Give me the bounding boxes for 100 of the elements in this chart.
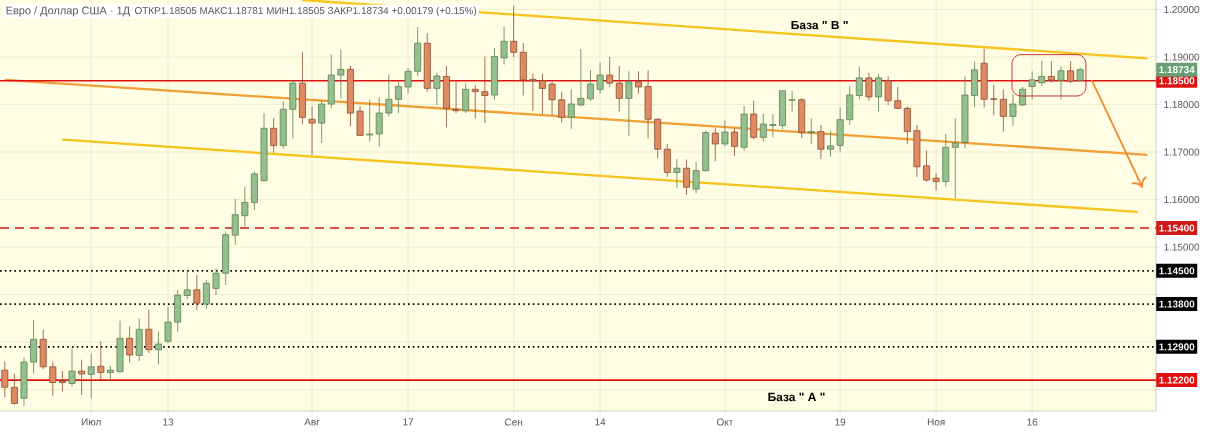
x-tick-label: 16 bbox=[1027, 418, 1038, 426]
ref-line-label: 1.12900 bbox=[1159, 343, 1195, 351]
ref-line-label: 1.14500 bbox=[1159, 267, 1195, 275]
candlestick bbox=[126, 326, 134, 363]
y-tick-label: 1.19000 bbox=[1164, 53, 1200, 61]
candlestick bbox=[625, 70, 633, 137]
candlestick bbox=[788, 90, 796, 113]
candlestick bbox=[106, 365, 114, 381]
x-tick-label: Июл bbox=[81, 418, 101, 426]
candlestick bbox=[1028, 70, 1036, 100]
candlestick bbox=[865, 72, 873, 102]
candlestick bbox=[202, 279, 210, 309]
candlestick bbox=[577, 48, 585, 107]
annotation: 1.18734 bbox=[1159, 66, 1195, 74]
candlestick bbox=[145, 309, 153, 354]
candlestick bbox=[875, 73, 882, 113]
candlestick bbox=[721, 120, 729, 147]
candlestick bbox=[529, 73, 537, 112]
candlestick bbox=[241, 186, 249, 228]
candlestick bbox=[30, 319, 38, 374]
ref-line-label: 1.12200 bbox=[1159, 376, 1195, 384]
candlestick bbox=[731, 127, 738, 157]
candlestick bbox=[462, 82, 470, 114]
candlestick bbox=[1038, 60, 1046, 87]
candlestick bbox=[750, 100, 758, 140]
candlestick bbox=[692, 161, 700, 194]
candlestick bbox=[539, 73, 546, 115]
x-tick-label: Ноя bbox=[927, 418, 945, 426]
candlestick bbox=[308, 106, 316, 156]
y-tick-label: 1.16000 bbox=[1164, 196, 1200, 204]
candlestick bbox=[10, 373, 18, 406]
candlestick bbox=[951, 117, 959, 199]
ref-line-label: 1.18500 bbox=[1159, 77, 1195, 85]
candlestick bbox=[903, 106, 911, 145]
y-tick-label: 1.20000 bbox=[1164, 5, 1200, 14]
candlestick bbox=[58, 370, 66, 392]
candlestick bbox=[183, 269, 191, 300]
candlestick bbox=[394, 81, 402, 114]
candlestick bbox=[97, 340, 105, 381]
candlestick bbox=[1009, 93, 1017, 127]
candlestick bbox=[366, 99, 374, 142]
candlestick bbox=[500, 26, 508, 66]
ref-line-label: 1.13800 bbox=[1159, 300, 1195, 308]
x-tick-label: Сен bbox=[505, 418, 523, 426]
y-tick-label: 1.18000 bbox=[1164, 101, 1200, 109]
annotation: База " А " bbox=[768, 392, 825, 402]
x-tick-label: 14 bbox=[595, 418, 606, 426]
candlestick bbox=[452, 81, 460, 114]
candlestick bbox=[87, 353, 95, 399]
candlestick bbox=[558, 91, 566, 123]
candlestick bbox=[711, 127, 719, 162]
candlestick bbox=[673, 158, 681, 189]
candlestick bbox=[375, 97, 383, 147]
candlestick bbox=[990, 84, 998, 116]
x-tick-label: 13 bbox=[163, 418, 174, 426]
candlestick bbox=[68, 347, 76, 388]
candlestick bbox=[193, 274, 201, 311]
candlestick bbox=[596, 61, 604, 94]
candlestick bbox=[78, 359, 86, 396]
candlestick bbox=[49, 361, 57, 397]
candlestick bbox=[1, 361, 9, 398]
candlestick bbox=[1057, 65, 1065, 100]
candlestick bbox=[587, 69, 594, 102]
candlestick bbox=[635, 70, 642, 94]
y-tick-label: 1.15000 bbox=[1164, 243, 1200, 251]
candlestick bbox=[567, 88, 575, 130]
candlestick bbox=[855, 66, 863, 100]
annotation: База " В " bbox=[791, 20, 848, 30]
candlestick bbox=[999, 88, 1007, 133]
candlestick bbox=[337, 49, 345, 99]
candlestick bbox=[433, 72, 441, 106]
candlestick bbox=[807, 117, 815, 145]
candlestick bbox=[1067, 60, 1075, 84]
candlestick bbox=[318, 99, 326, 144]
candlestick bbox=[385, 74, 393, 117]
candlestick bbox=[817, 124, 825, 160]
text: ОТКР1.18505 МАКС1.18781 МИН1.18505 ЗАКР1.18734 +0.00179 (+0.15%) bbox=[134, 6, 477, 17]
candlestick bbox=[606, 56, 614, 88]
candlestick bbox=[471, 84, 479, 119]
candlestick bbox=[615, 65, 623, 113]
x-tick-label: 19 bbox=[835, 418, 846, 426]
candlestick bbox=[759, 113, 767, 142]
candlestick bbox=[769, 113, 777, 138]
text: Евро / Доллар США · 1Д bbox=[6, 6, 130, 17]
candlestick bbox=[154, 331, 162, 365]
x-tick-label: Окт bbox=[716, 418, 734, 426]
candlestick bbox=[404, 67, 412, 94]
candlestick bbox=[164, 306, 172, 344]
candlestick bbox=[231, 198, 239, 246]
candlestick bbox=[932, 173, 940, 191]
x-tick-label: 17 bbox=[403, 418, 414, 426]
candlestick bbox=[663, 143, 671, 178]
y-tick-label: 1.17000 bbox=[1164, 148, 1200, 156]
candlestick bbox=[1047, 60, 1055, 84]
candlestick bbox=[683, 159, 690, 196]
x-tick-label: Авг bbox=[304, 418, 320, 426]
ref-line-label: 1.15400 bbox=[1159, 224, 1195, 232]
candlestick bbox=[827, 130, 834, 157]
candlestick bbox=[884, 76, 892, 106]
candlestick bbox=[270, 117, 278, 154]
